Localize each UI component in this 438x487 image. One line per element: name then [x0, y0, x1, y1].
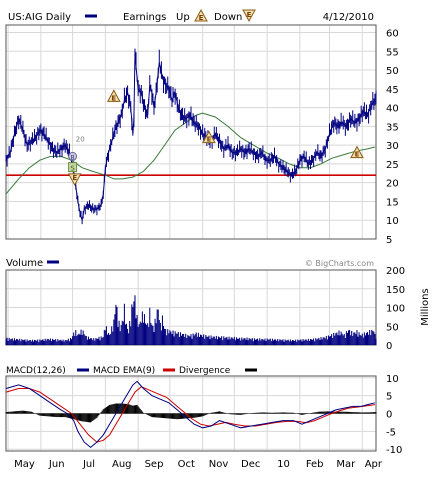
macd-y-tick-label: 0	[386, 410, 392, 421]
macd-y-tick-label: 10	[386, 374, 399, 385]
price-y-tick-label: 30	[386, 141, 399, 152]
macd-y-tick-label: -10	[386, 445, 402, 456]
x-axis-month-labels: May Jun Jul Aug Sep Oct Nov Dec 10 Feb Mar Apr	[14, 459, 383, 470]
event-marker: B	[68, 151, 78, 161]
x-axis-month-label: Mar	[336, 459, 356, 470]
x-axis-month-label: Sep	[145, 459, 164, 470]
earnings-marker-glyph: E	[72, 174, 77, 182]
x-axis-month-label: Nov	[209, 459, 229, 470]
earnings-marker-shape	[202, 130, 216, 144]
price-y-tick-label: 10	[386, 216, 399, 227]
price-title: US:AIG Daily	[8, 12, 71, 23]
volume-y-tick-label: 100	[386, 304, 405, 315]
earnings-up-legend-glyph: E	[199, 14, 204, 22]
volume-y-tick-label: 150	[386, 285, 405, 296]
x-axis-month-label: Oct	[178, 459, 195, 470]
earnings-down-legend-icon: E	[242, 9, 256, 23]
earnings-marker-glyph: E	[111, 94, 116, 102]
price-gridlines	[6, 25, 376, 240]
price-y-tick-label: 50	[386, 66, 399, 77]
earnings-up-marker: E	[106, 89, 121, 102]
price-line	[5, 51, 376, 221]
divergence-legend-label: Divergence	[179, 366, 231, 376]
earnings-marker-shape	[106, 89, 121, 102]
price-y-tick-labels: 5 10 15 20 25 30 35 40 45 50 55 60	[386, 29, 399, 246]
price-date: 4/12/2010	[323, 12, 374, 23]
volume-y-tick-label: 200	[386, 266, 405, 277]
price-panel: 5 10 15 20 25 30 35 40 45 50 55 60 US:AIG Daily Ear…	[5, 8, 399, 246]
earnings-up-marker: E	[350, 145, 364, 159]
macd-gridlines	[6, 376, 376, 451]
x-axis-month-label: Apr	[365, 459, 383, 470]
macd-ema-line	[5, 386, 375, 443]
macd-panel: MACD(12,26) MACD EMA(9) Divergence -10 -5…	[5, 366, 402, 456]
x-axis-month-label: Feb	[306, 459, 324, 470]
earnings-up-legend-label: Up	[176, 12, 190, 23]
macd-y-tick-labels: -10 -5 0 5 10	[386, 374, 402, 456]
earnings-marker-shape	[67, 173, 82, 186]
volume-gridlines	[6, 269, 376, 345]
event-marker-glyph: B	[71, 154, 75, 161]
x-axis-month-label: May	[14, 459, 35, 470]
volume-panel: Volume © BigCharts.com 0 50 100 150 200 Mill…	[5, 258, 431, 352]
split-marker-shape	[68, 162, 78, 173]
ema-legend-label: MACD EMA(9)	[93, 366, 155, 376]
volume-y-axis-label: Millions	[420, 288, 431, 325]
macd-line	[5, 380, 376, 449]
price-y-tick-label: 15	[386, 197, 399, 208]
earnings-marker-shape	[350, 145, 364, 159]
macd-legend-label: MACD(12,26)	[6, 366, 66, 376]
x-axis-month-label: 10	[277, 459, 290, 470]
price-y-tick-label: 45	[386, 85, 399, 96]
price-y-tick-label: 55	[386, 47, 399, 58]
x-axis-month-label: Jul	[82, 459, 95, 470]
split-marker-glyph: S	[70, 165, 75, 173]
earnings-marker-glyph: E	[355, 151, 360, 159]
earnings-down-marker: E	[67, 173, 82, 186]
earnings-down-legend-glyph: E	[247, 11, 252, 19]
volume-y-tick-labels: 0 50 100 150 200	[386, 266, 405, 352]
volume-y-tick-label: 0	[386, 341, 392, 352]
price-y-tick-label: 40	[386, 104, 399, 115]
price-y-tick-label: 5	[386, 235, 392, 246]
volume-plot-area	[5, 295, 377, 345]
macd-y-tick-label: -5	[386, 427, 396, 438]
macd-y-tick-label: 5	[386, 392, 392, 403]
volume-title: Volume	[6, 258, 43, 269]
earnings-legend-label: Earnings	[123, 12, 166, 23]
earnings-up-legend-icon: E	[194, 8, 208, 22]
earnings-marker-glyph: E	[207, 136, 212, 144]
x-axis-month-label: Jun	[48, 459, 65, 470]
volume-y-tick-label: 50	[386, 322, 399, 333]
x-axis-month-label: Dec	[241, 459, 260, 470]
price-y-tick-label: 25	[386, 160, 399, 171]
price-y-tick-label: 35	[386, 122, 399, 133]
ma-annotation: 20	[76, 135, 85, 143]
earnings-down-legend-label: Down	[214, 12, 242, 23]
x-axis-month-label: Aug	[112, 459, 132, 470]
price-panel-frame	[5, 24, 377, 240]
earnings-up-marker: E	[202, 130, 216, 144]
event-marker-shape	[68, 151, 78, 161]
macd-plot-area	[5, 380, 377, 449]
price-y-tick-label: 60	[386, 29, 399, 40]
price-y-tick-label: 20	[386, 179, 399, 190]
split-marker: S	[68, 162, 78, 173]
volume-watermark: © BigCharts.com	[305, 259, 374, 268]
